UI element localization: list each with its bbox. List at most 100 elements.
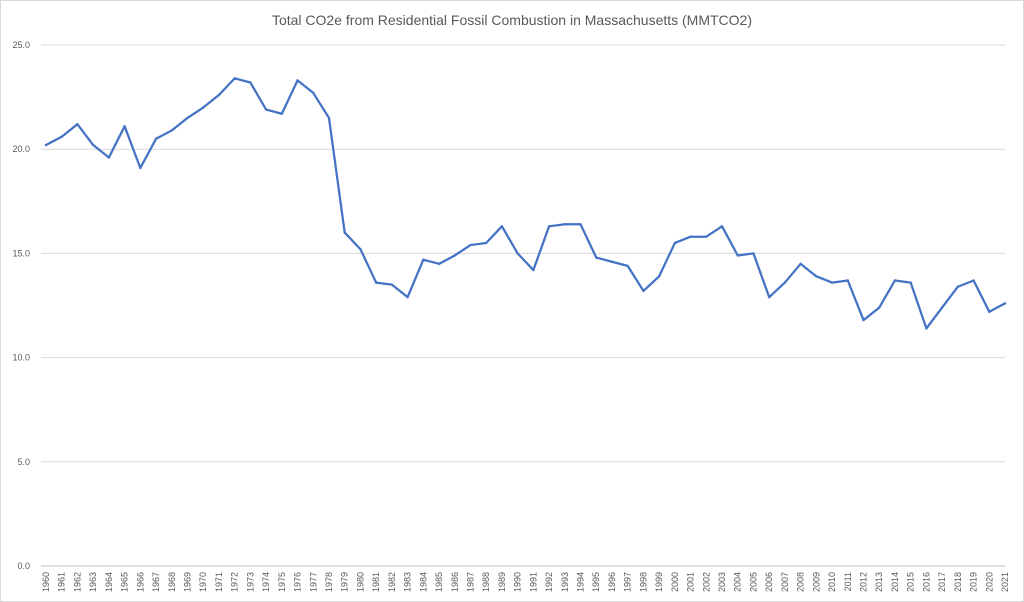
x-tick-label: 2000: [670, 572, 680, 592]
x-tick-label: 1964: [104, 572, 114, 592]
x-tick-label: 1960: [41, 572, 51, 592]
data-point-1987: [469, 243, 472, 247]
data-point-1974: [264, 108, 268, 111]
data-point-2011: [846, 279, 849, 282]
x-tick-label: 1998: [638, 572, 648, 592]
y-tick-label: 15.0: [12, 248, 30, 258]
data-point-1978: [327, 116, 331, 120]
x-tick-label: 1987: [465, 572, 475, 592]
x-tick-label: 2021: [1000, 572, 1010, 592]
data-point-1984: [422, 258, 425, 261]
x-tick-label: 1991: [528, 572, 538, 592]
data-point-1988: [485, 241, 488, 245]
data-point-1966: [139, 166, 142, 170]
data-point-2018: [956, 285, 960, 288]
x-tick-label: 1997: [623, 572, 633, 592]
data-point-1963: [91, 143, 95, 147]
data-point-2007: [783, 281, 787, 284]
data-point-1993: [563, 223, 566, 226]
data-point-1970: [202, 106, 205, 109]
data-point-1995: [595, 256, 598, 259]
x-axis-ticks: 1960 1961 1962 1963 1964 1965 1966 1967 1968 1969…: [41, 572, 1010, 592]
x-tick-label: 1993: [560, 572, 570, 592]
x-tick-label: 2011: [843, 572, 853, 591]
x-tick-label: 1986: [450, 572, 460, 592]
x-tick-label: 1966: [135, 572, 145, 592]
data-point-2002: [705, 235, 708, 238]
data-point-2000: [673, 241, 677, 245]
x-tick-label: 2004: [733, 572, 743, 592]
x-tick-label: 1962: [72, 572, 82, 592]
x-tick-label: 1961: [57, 572, 67, 592]
data-point-2013: [878, 306, 881, 309]
data-point-1981: [374, 281, 378, 284]
data-point-2009: [815, 275, 818, 278]
x-tick-label: 2017: [937, 572, 947, 592]
data-point-1975: [280, 112, 284, 115]
x-tick-label: 1963: [88, 572, 98, 592]
data-point-1994: [579, 223, 582, 226]
x-tick-label: 1970: [198, 572, 208, 592]
x-tick-label: 1967: [151, 572, 161, 592]
data-point-1990: [516, 252, 519, 255]
x-tick-label: 2003: [717, 572, 727, 592]
data-point-1996: [610, 260, 614, 263]
data-point-1997: [626, 264, 629, 268]
x-tick-label: 1976: [293, 572, 303, 592]
data-point-1991: [532, 268, 535, 272]
data-point-1985: [437, 262, 441, 266]
x-tick-label: 1972: [230, 572, 240, 592]
x-tick-label: 2005: [748, 572, 758, 592]
x-tick-label: 2002: [701, 572, 711, 592]
x-tick-label: 2006: [764, 572, 774, 592]
series-layer: [44, 77, 1007, 330]
data-point-1983: [406, 295, 409, 299]
data-point-2008: [799, 262, 802, 266]
chart-title: Total CO2e from Residential Fossil Combu…: [272, 12, 752, 28]
x-tick-label: 1999: [654, 572, 664, 592]
data-point-2012: [862, 318, 865, 322]
data-point-2001: [689, 235, 692, 238]
x-tick-label: 1990: [513, 572, 523, 592]
data-point-2004: [736, 254, 739, 257]
x-tick-label: 2018: [953, 572, 963, 592]
x-tick-label: 1995: [591, 572, 601, 592]
data-point-2010: [830, 281, 834, 284]
x-tick-label: 1965: [120, 572, 130, 592]
data-point-1976: [296, 79, 299, 82]
data-point-1998: [642, 289, 645, 293]
data-point-2020: [988, 310, 991, 313]
data-point-2005: [752, 252, 755, 255]
x-tick-label: 1977: [308, 572, 318, 592]
y-tick-label: 0.0: [17, 561, 30, 571]
x-tick-label: 2007: [780, 572, 790, 592]
y-tick-label: 20.0: [12, 144, 30, 154]
data-point-2014: [893, 279, 897, 282]
data-point-1962: [76, 122, 79, 126]
gridlines: [41, 44, 1005, 463]
x-tick-label: 1971: [214, 572, 224, 592]
data-point-1980: [359, 248, 362, 251]
data-point-2021: [1003, 302, 1007, 305]
x-tick-label: 2016: [921, 572, 931, 592]
data-point-2015: [909, 281, 912, 284]
data-point-2017: [940, 306, 944, 309]
x-tick-label: 2012: [859, 572, 869, 592]
x-tick-label: 2014: [890, 572, 900, 592]
x-tick-label: 2001: [686, 572, 696, 592]
x-tick-label: 1984: [418, 572, 428, 592]
data-point-2006: [767, 295, 771, 299]
data-point-1972: [233, 77, 236, 80]
x-tick-label: 1969: [182, 572, 192, 592]
data-point-2003: [720, 225, 724, 228]
data-point-1960: [44, 143, 48, 147]
data-point-1973: [249, 81, 252, 84]
data-point-1964: [107, 156, 111, 159]
y-axis-ticks: 0.0 5.0 10.0 15.0 20.0 25.0: [12, 40, 30, 571]
x-tick-label: 1992: [544, 572, 554, 592]
x-tick-label: 2008: [796, 572, 806, 592]
x-tick-label: 1989: [497, 572, 507, 592]
x-tick-label: 2010: [827, 572, 837, 592]
x-tick-label: 2009: [811, 572, 821, 592]
